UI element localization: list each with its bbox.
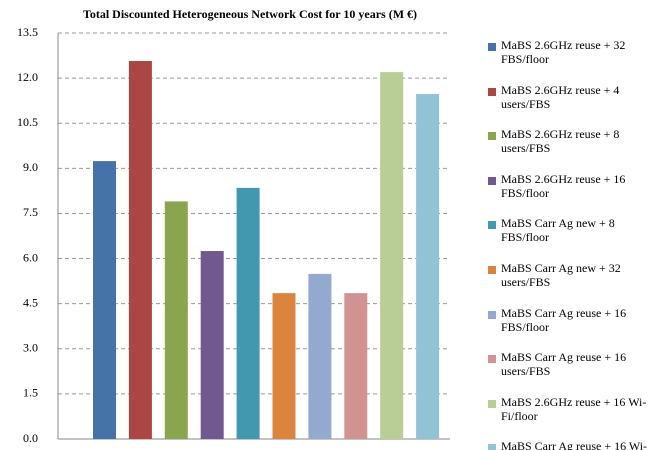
bar [272, 293, 296, 439]
y-tick-label: 10.5 [17, 115, 38, 129]
bar [344, 293, 368, 439]
y-tick-label: 0.0 [23, 431, 38, 445]
legend-label: MaBS 2.6GHz reuse + 32 FBS/floor [501, 38, 626, 66]
legend-label: MaBS Carr Ag reuse + 16 FBS/floor [501, 305, 627, 334]
bar [416, 94, 440, 440]
chart-title: Total Discounted Heterogeneous Network C… [83, 7, 417, 21]
legend-swatch [488, 266, 496, 274]
legend-swatch [488, 310, 496, 319]
legend-swatch [488, 444, 496, 450]
y-tick-label: 12.0 [17, 70, 38, 84]
legend-swatch [488, 221, 496, 230]
y-tick-label: 4.5 [23, 295, 38, 309]
y-tick-label: 9.0 [23, 160, 38, 174]
legend-swatch [488, 132, 496, 141]
bar [128, 60, 152, 440]
y-tick-label: 6.0 [23, 250, 38, 264]
legend-label: MaBS Carr Ag new + 32 users/FBS [501, 261, 621, 289]
y-tick-label: 7.5 [23, 205, 38, 219]
bar [380, 72, 404, 439]
legend-label: MaBS 2.6GHz reuse + 16 FBS/floor [501, 171, 626, 200]
bar [236, 187, 260, 439]
legend-label: MaBS Carr Ag reuse + 16 Wi-Fi/floor [501, 439, 648, 450]
legend-swatch [488, 355, 496, 364]
bar [93, 161, 116, 440]
legend-label: MaBS 2.6GHz reuse + 4 users/FBS [501, 82, 620, 111]
y-tick-label: 1.5 [23, 386, 38, 400]
legend-label: MaBS Carr Ag new + 8 FBS/floor [501, 216, 615, 245]
y-tick-label: 13.5 [17, 25, 38, 39]
bar [164, 201, 188, 439]
legend-swatch [488, 43, 496, 51]
y-tick-label: 3.0 [23, 341, 38, 355]
bar [200, 251, 224, 439]
legend-label: MaBS 2.6GHz reuse + 8 users/FBS [501, 127, 620, 156]
legend-label: MaBS Carr Ag reuse + 16 users/FBS [501, 350, 627, 379]
legend-label: MaBS 2.6GHz reuse + 16 Wi-Fi/floor [501, 394, 647, 423]
legend-swatch [488, 176, 496, 185]
bar [308, 273, 332, 439]
legend-swatch [488, 399, 496, 408]
legend-swatch [488, 87, 496, 96]
